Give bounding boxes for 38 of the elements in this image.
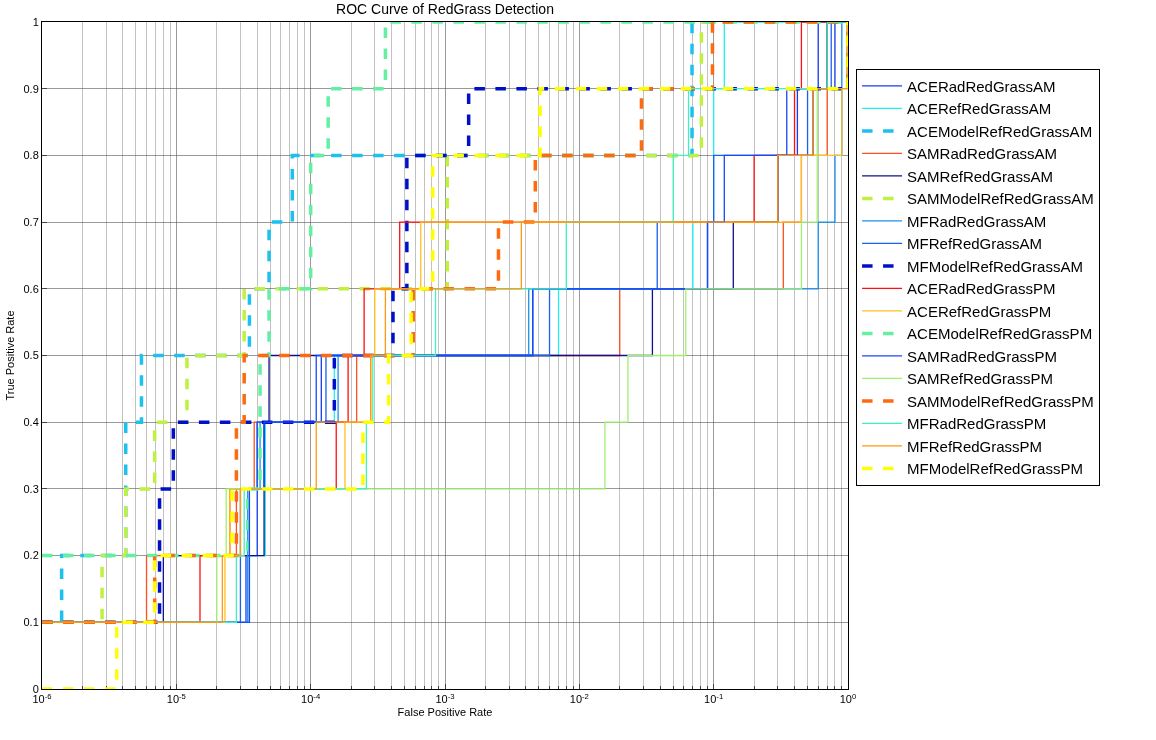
y-tick-label: 1	[32, 15, 39, 28]
legend-label: ACERadRedGrassAM	[907, 77, 1056, 95]
y-tick-label: 0.6	[23, 282, 39, 295]
y-tick-label: 0.7	[23, 215, 39, 228]
y-tick-label: 0.1	[23, 616, 39, 629]
x-tick-label: 10$^{-2}$	[569, 691, 589, 706]
legend-label: SAMRefRedGrassPM	[907, 370, 1053, 388]
legend-label: ACEModelRefRedGrassPM	[907, 325, 1093, 343]
y-tick-label: 0.2	[23, 549, 39, 562]
x-tick-label: 10$^{-5}$	[166, 691, 186, 706]
legend-label: ACERefRedGrassPM	[907, 302, 1052, 320]
legend-label: ACERefRedGrassAM	[907, 100, 1052, 118]
x-axis-title: False Positive Rate	[397, 706, 493, 719]
y-tick-label: 0.8	[23, 149, 39, 162]
legend-label: ACEModelRefRedGrassAM	[907, 122, 1093, 140]
legend-label: MFModelRefRedGrassAM	[907, 257, 1083, 275]
legend-label: SAMModelRefRedGrassAM	[907, 190, 1094, 208]
legend-label: MFRadRedGrassAM	[907, 212, 1047, 230]
legend-label: MFRadRedGrassPM	[907, 415, 1047, 433]
legend-label: SAMRefRedGrassAM	[907, 167, 1053, 185]
legend-label: MFModelRefRedGrassPM	[907, 460, 1083, 478]
legend-label: SAMRadRedGrassAM	[907, 145, 1058, 163]
legend-label: MFRefRedGrassAM	[907, 235, 1043, 253]
x-tick-label: 10$^{-3}$	[435, 691, 455, 706]
legend-label: SAMModelRefRedGrassPM	[907, 392, 1094, 410]
y-tick-label: 0.9	[23, 82, 39, 95]
legend-label: ACERadRedGrassPM	[907, 280, 1056, 298]
y-axis-title: True Positive Rate	[4, 310, 17, 401]
legend-label: MFRefRedGrassPM	[907, 437, 1043, 455]
x-tick-label: 10$^{0}$	[839, 691, 857, 706]
y-tick-label: 0.5	[23, 349, 39, 362]
x-tick-label: 10$^{-1}$	[704, 691, 724, 706]
y-tick-label: 0.4	[23, 416, 39, 429]
legend-label: SAMRadRedGrassPM	[907, 347, 1058, 365]
y-tick-label: 0	[32, 682, 39, 695]
chart-title: ROC Curve of RedGrass Detection	[336, 0, 554, 17]
x-tick-label: 10$^{-4}$	[301, 691, 321, 706]
y-tick-label: 0.3	[23, 482, 39, 495]
